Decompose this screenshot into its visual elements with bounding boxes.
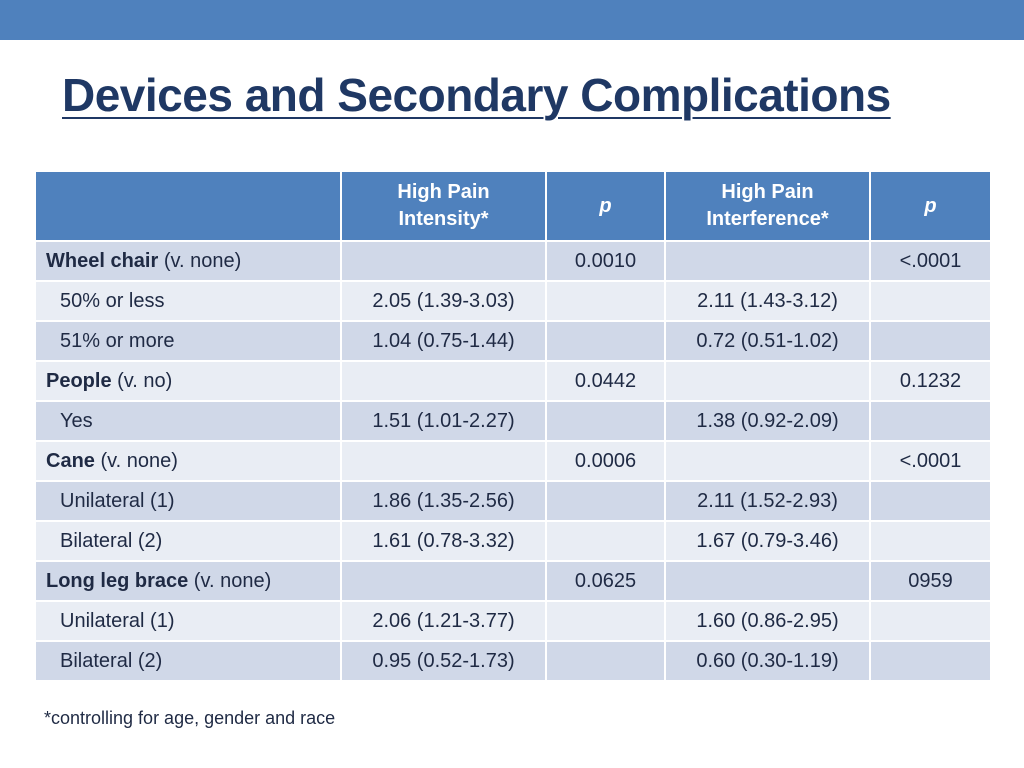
row-label-cell: Long leg brace (v. none) (34, 560, 342, 602)
results-table: High Pain Intensity* p High Pain Interfe… (34, 170, 992, 682)
row-label-cell: Unilateral (1) (34, 480, 342, 522)
p-interference-cell: 0959 (869, 560, 992, 602)
pain-interference-cell: 0.60 (0.30-1.19) (664, 640, 871, 682)
p-interference-cell (869, 480, 992, 522)
row-label-cell: Wheel chair (v. none) (34, 240, 342, 282)
pain-interference-cell: 2.11 (1.52-2.93) (664, 480, 871, 522)
pain-interference-cell (664, 560, 871, 602)
p-interference-cell (869, 600, 992, 642)
row-label-text: Bilateral (2) (60, 649, 163, 672)
pain-interference-cell (664, 440, 871, 482)
p-intensity-cell: 0.0442 (545, 360, 666, 402)
table-row: People (v. no) 0.0442 0.1232 (34, 360, 992, 402)
row-label-bold: People (46, 369, 112, 392)
p-intensity-cell (545, 280, 666, 322)
pain-intensity-cell (340, 360, 547, 402)
footnote: *controlling for age, gender and race (44, 708, 336, 728)
pain-interference-cell (664, 240, 871, 282)
p-intensity-cell: 0.0006 (545, 440, 666, 482)
row-label-text: (v. none) (158, 249, 242, 272)
p-interference-cell (869, 280, 992, 322)
pain-interference-cell: 1.38 (0.92-2.09) (664, 400, 871, 442)
header-cell-pain-intensity: High Pain Intensity* (340, 170, 547, 242)
table-row: 51% or more 1.04 (0.75-1.44) 0.72 (0.51-1.… (34, 320, 992, 362)
table-row: Yes 1.51 (1.01-2.27) 1.38 (0.92-2.09) (34, 400, 992, 442)
row-label-cell: Yes (34, 400, 342, 442)
row-label-text: (v. none) (188, 569, 272, 592)
slide-title: Devices and Secondary Complications (62, 69, 891, 121)
row-label-cell: 50% or less (34, 280, 342, 322)
row-label-cell: Cane (v. none) (34, 440, 342, 482)
row-label-text: (v. no) (111, 369, 173, 392)
table-row: Bilateral (2) 1.61 (0.78-3.32) 1.67 (0.79-… (34, 520, 992, 562)
pain-intensity-cell (340, 560, 547, 602)
header-pain-intensity-text: High Pain Intensity* (397, 181, 490, 230)
table-row: Wheel chair (v. none) 0.0010 <.0001 (34, 240, 992, 282)
p-interference-cell: 0.1232 (869, 360, 992, 402)
table-body: Wheel chair (v. none) 0.0010 <.0001 50% or … (34, 240, 992, 682)
row-label-text: Unilateral (1) (60, 609, 175, 632)
p-intensity-cell (545, 640, 666, 682)
p-intensity-cell (545, 320, 666, 362)
pain-intensity-cell: 1.86 (1.35-2.56) (340, 480, 547, 522)
p-intensity-cell (545, 400, 666, 442)
pain-interference-cell (664, 360, 871, 402)
pain-intensity-cell: 2.05 (1.39-3.03) (340, 280, 547, 322)
p-interference-cell (869, 320, 992, 362)
row-label-bold: Long leg brace (46, 569, 189, 592)
pain-intensity-cell: 1.61 (0.78-3.32) (340, 520, 547, 562)
row-label-text: Yes (60, 409, 93, 432)
top-accent-bar (0, 0, 1024, 40)
pain-intensity-cell: 1.51 (1.01-2.27) (340, 400, 547, 442)
table-row: Unilateral (1) 2.06 (1.21-3.77) 1.60 (0.86… (34, 600, 992, 642)
p-intensity-cell: 0.0625 (545, 560, 666, 602)
p-interference-cell (869, 640, 992, 682)
p-intensity-cell: 0.0010 (545, 240, 666, 282)
pain-intensity-cell: 1.04 (0.75-1.44) (340, 320, 547, 362)
row-label-text: 50% or less (60, 289, 165, 312)
table-row: Bilateral (2) 0.95 (0.52-1.73) 0.60 (0.30-… (34, 640, 992, 682)
p-interference-cell: <.0001 (869, 440, 992, 482)
row-label-cell: People (v. no) (34, 360, 342, 402)
table-header-row: High Pain Intensity* p High Pain Interfe… (34, 170, 992, 242)
header-cell-p-intensity: p (545, 170, 666, 242)
table-row: Unilateral (1) 1.86 (1.35-2.56) 2.11 (1.52… (34, 480, 992, 522)
row-label-text: Bilateral (2) (60, 529, 163, 552)
p-intensity-cell (545, 480, 666, 522)
row-label-text: 51% or more (60, 329, 175, 352)
row-label-bold: Wheel chair (46, 249, 159, 272)
p-interference-cell (869, 400, 992, 442)
table-row: Cane (v. none) 0.0006 <.0001 (34, 440, 992, 482)
header-pain-interference-text: High Pain Interference* (706, 181, 829, 230)
pain-interference-cell: 1.60 (0.86-2.95) (664, 600, 871, 642)
pain-interference-cell: 0.72 (0.51-1.02) (664, 320, 871, 362)
row-label-text: (v. none) (94, 449, 178, 472)
row-label-cell: 51% or more (34, 320, 342, 362)
pain-intensity-cell: 2.06 (1.21-3.77) (340, 600, 547, 642)
pain-intensity-cell (340, 240, 547, 282)
p-interference-cell: <.0001 (869, 240, 992, 282)
row-label-cell: Unilateral (1) (34, 600, 342, 642)
header-cell-label (34, 170, 342, 242)
pain-intensity-cell: 0.95 (0.52-1.73) (340, 640, 547, 682)
header-cell-pain-interference: High Pain Interference* (664, 170, 871, 242)
row-label-cell: Bilateral (2) (34, 520, 342, 562)
row-label-bold: Cane (46, 449, 95, 472)
pain-intensity-cell (340, 440, 547, 482)
row-label-text: Unilateral (1) (60, 489, 175, 512)
table-row: 50% or less 2.05 (1.39-3.03) 2.11 (1.43-3.… (34, 280, 992, 322)
p-intensity-cell (545, 600, 666, 642)
pain-interference-cell: 2.11 (1.43-3.12) (664, 280, 871, 322)
header-cell-p-interference: p (869, 170, 992, 242)
row-label-cell: Bilateral (2) (34, 640, 342, 682)
pain-interference-cell: 1.67 (0.79-3.46) (664, 520, 871, 562)
p-intensity-cell (545, 520, 666, 562)
p-interference-cell (869, 520, 992, 562)
table-row: Long leg brace (v. none) 0.0625 0959 (34, 560, 992, 602)
